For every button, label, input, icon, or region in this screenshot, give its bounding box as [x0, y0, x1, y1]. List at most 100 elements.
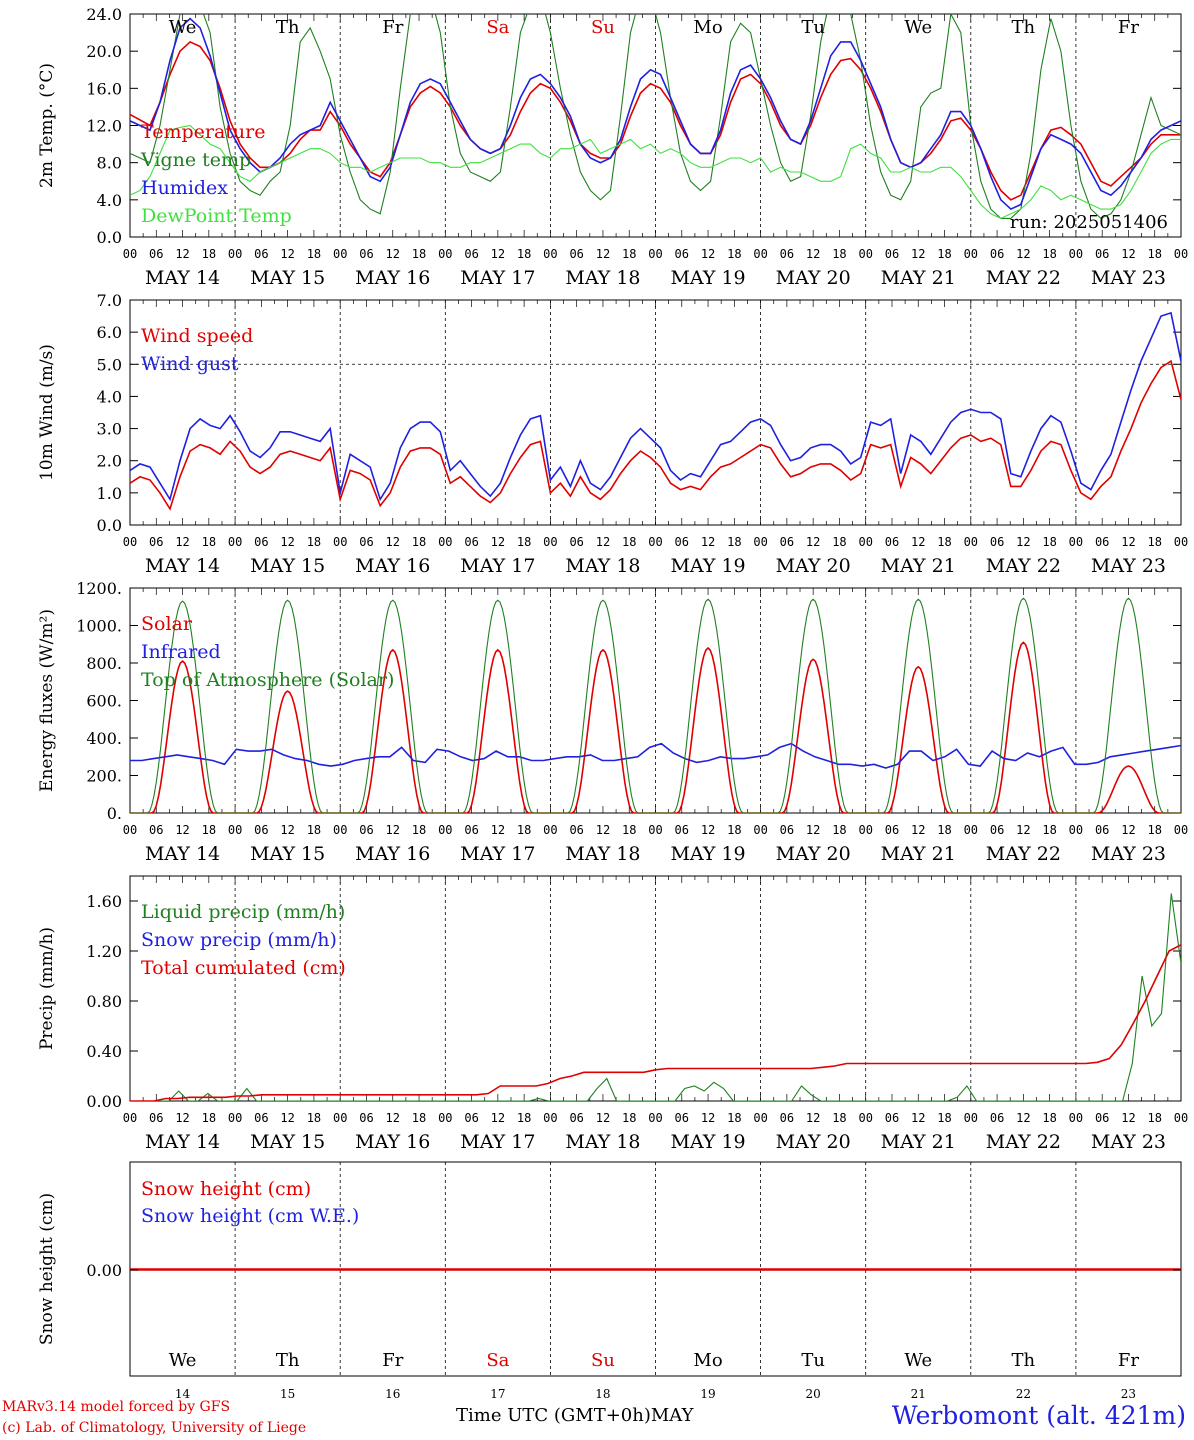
y-axis-label: Snow height (cm): [37, 1193, 57, 1345]
legend-entry: Wind gust: [141, 353, 239, 375]
y-tick-label: 1.20: [86, 942, 122, 961]
hour-tick-label: 06: [464, 823, 478, 837]
hour-tick-label: 12: [1016, 823, 1030, 837]
hour-tick-label: 18: [1147, 823, 1161, 837]
hour-tick-label: 00: [438, 823, 452, 837]
panel-5: Snow height (cm) 0.00 We 14 Th 15 Fr 16 Sa 17 Su 18…: [37, 1161, 1182, 1400]
hour-tick-label: 18: [622, 247, 636, 261]
hour-tick-label: 12: [280, 247, 294, 261]
day-number-label: 20: [806, 1387, 821, 1400]
day-of-week-label: Tu: [801, 17, 825, 38]
hour-tick-label: 18: [727, 1111, 741, 1125]
date-label: MAY 18: [565, 555, 640, 577]
hour-tick-label: 06: [990, 823, 1004, 837]
hour-tick-label: 18: [832, 535, 846, 549]
hour-tick-label: 00: [1174, 535, 1188, 549]
day-of-week-label: Fr: [382, 1350, 403, 1371]
hour-tick-label: 18: [517, 247, 531, 261]
y-tick-label: 0.0: [97, 516, 122, 535]
hour-tick-label: 00: [543, 535, 557, 549]
legend-entry: Total cumulated (cm): [141, 957, 346, 979]
day-of-week-label: We: [169, 17, 197, 38]
hour-tick-label: 12: [806, 823, 820, 837]
y-tick-label: 1200.: [76, 579, 122, 598]
day-of-week-label: Sa: [486, 1350, 509, 1371]
day-of-week-label: Su: [591, 1350, 615, 1371]
hour-tick-label: 00: [123, 535, 137, 549]
plot-frame: [129, 299, 1182, 526]
y-tick-label: 6.0: [97, 323, 122, 342]
hour-tick-label: 12: [175, 535, 189, 549]
y-tick-label: 0.00: [86, 1092, 122, 1111]
hour-tick-label: 00: [964, 823, 978, 837]
hour-tick-label: 12: [596, 1111, 610, 1125]
date-label: MAY 22: [986, 267, 1061, 289]
hour-tick-label: 00: [1174, 1111, 1188, 1125]
hour-tick-label: 18: [202, 247, 216, 261]
hour-tick-label: 06: [885, 535, 899, 549]
hour-tick-label: 18: [832, 247, 846, 261]
date-label: MAY 16: [355, 267, 430, 289]
hour-tick-label: 06: [149, 247, 163, 261]
y-tick-label: 800.: [86, 654, 122, 673]
y-tick-label: 1000.: [76, 617, 122, 636]
hour-tick-label: 00: [543, 823, 557, 837]
series-line: [130, 359, 1181, 511]
hour-tick-label: 12: [280, 1111, 294, 1125]
hour-tick-label: 18: [1147, 535, 1161, 549]
hour-tick-label: 12: [596, 535, 610, 549]
hour-tick-label: 06: [1095, 247, 1109, 261]
date-label: MAY 19: [670, 1131, 745, 1153]
series-line: [130, 40, 1181, 201]
hour-tick-label: 06: [885, 823, 899, 837]
date-label: MAY 17: [460, 555, 535, 577]
hour-tick-label: 00: [753, 823, 767, 837]
day-of-week-label: Fr: [1118, 1350, 1139, 1371]
hour-tick-label: 18: [727, 823, 741, 837]
series-line: [130, 124, 1181, 220]
hour-tick-label: 18: [1042, 247, 1056, 261]
hour-tick-label: 18: [307, 535, 321, 549]
hour-tick-label: 00: [123, 823, 137, 837]
hour-tick-label: 00: [228, 823, 242, 837]
hour-tick-label: 12: [806, 247, 820, 261]
hour-tick-label: 18: [1042, 823, 1056, 837]
hour-tick-label: 00: [858, 535, 872, 549]
hour-tick-label: 12: [1121, 247, 1135, 261]
station-name: Werbomont (alt. 421m): [891, 1401, 1186, 1430]
y-tick-label: 2.0: [97, 452, 122, 471]
hour-tick-label: 06: [780, 535, 794, 549]
y-axis-label: Precip (mm/h): [37, 927, 57, 1050]
hour-tick-label: 06: [885, 1111, 899, 1125]
hour-tick-label: 18: [622, 535, 636, 549]
date-label: MAY 20: [776, 555, 851, 577]
hour-tick-label: 12: [596, 247, 610, 261]
date-label: MAY 14: [145, 555, 220, 577]
y-tick-label: 16.0: [86, 79, 122, 98]
y-tick-label: 0.80: [86, 992, 122, 1011]
series-line: [130, 14, 1181, 220]
hour-tick-label: 18: [1147, 1111, 1161, 1125]
date-label: MAY 14: [145, 267, 220, 289]
hour-tick-label: 00: [228, 247, 242, 261]
hour-tick-label: 18: [307, 823, 321, 837]
hour-tick-label: 12: [701, 247, 715, 261]
hour-tick-label: 06: [675, 535, 689, 549]
y-tick-label: 4.0: [97, 387, 122, 406]
day-of-week-label: Sa: [486, 17, 509, 38]
hour-tick-label: 18: [517, 535, 531, 549]
hour-tick-label: 12: [280, 823, 294, 837]
y-tick-label: 0.0: [97, 228, 122, 247]
legend-entry: Temperature: [141, 121, 265, 143]
hour-tick-label: 12: [701, 823, 715, 837]
y-tick-label: 8.0: [97, 154, 122, 173]
hour-tick-label: 06: [780, 823, 794, 837]
hour-tick-label: 12: [911, 535, 925, 549]
hour-tick-label: 12: [386, 823, 400, 837]
hour-tick-label: 12: [1016, 1111, 1030, 1125]
hour-tick-label: 12: [175, 823, 189, 837]
day-number-label: 22: [1016, 1387, 1031, 1400]
hour-tick-label: 00: [543, 1111, 557, 1125]
day-of-week-label: We: [169, 1350, 197, 1371]
x-axis-label: Time UTC (GMT+0h): [456, 1405, 651, 1426]
